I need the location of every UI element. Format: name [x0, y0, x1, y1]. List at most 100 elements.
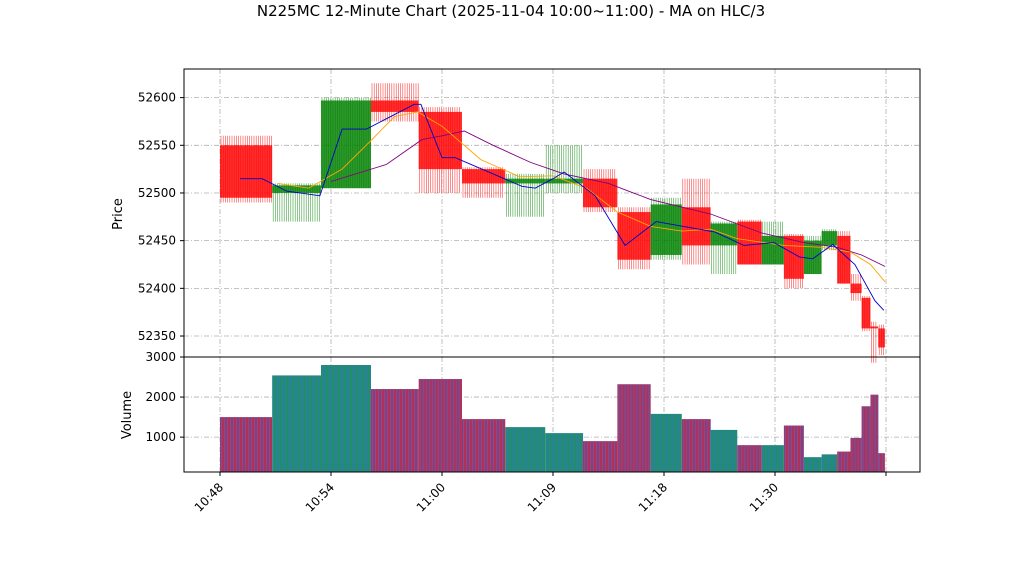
volume-bar [418, 379, 462, 472]
volume-bar [737, 445, 762, 472]
x-tick-label: 10:54 [303, 480, 337, 514]
price-tick-label: 52500 [138, 186, 176, 200]
volume-bar [783, 425, 804, 472]
candle-body [545, 178, 583, 184]
volume-bar [861, 406, 871, 472]
volume-y-ticks: 1000 2000 3000 [145, 350, 184, 444]
volume-bar-fill [737, 445, 762, 472]
candle [681, 178, 711, 265]
candle [837, 231, 851, 284]
volume-bar-stripes [805, 457, 821, 472]
candle-body [850, 283, 862, 294]
volume-bar [272, 375, 322, 472]
volume-bar-fill [418, 379, 462, 472]
volume-bar-stripes [651, 413, 680, 472]
volume-bar-fill [783, 425, 804, 472]
volume-bar-stripes [372, 389, 418, 472]
volume-bar [582, 441, 618, 472]
candle [821, 229, 838, 251]
candle-body [710, 223, 738, 246]
candle-body [461, 169, 506, 184]
volume-tick-label: 2000 [145, 390, 176, 404]
volume-bar-fill [582, 441, 618, 472]
candle-wick [871, 321, 877, 363]
candle-body [321, 100, 371, 189]
volume-bar-fill [505, 427, 546, 472]
volume-bar-fill [321, 365, 371, 472]
volume-bar-stripes [463, 419, 503, 472]
volume-bar [803, 457, 822, 472]
volume-bar [870, 394, 879, 472]
volume-bar-stripes [273, 375, 320, 472]
volume-bar [681, 419, 711, 472]
volume-bar-stripes [419, 379, 460, 472]
candle [870, 321, 879, 363]
candle-body [617, 212, 651, 260]
volume-bar-fill [870, 394, 879, 472]
candle [878, 324, 885, 356]
candle [272, 183, 322, 222]
volume-tick-label: 3000 [145, 350, 176, 364]
candle-body [761, 235, 784, 265]
candle-wick [711, 221, 737, 274]
candle [650, 197, 682, 260]
volume-bar-stripes [838, 451, 849, 472]
volume-bars [220, 365, 885, 472]
volume-bar [370, 389, 419, 472]
candle [321, 97, 371, 189]
candle [505, 173, 546, 217]
candle [803, 235, 822, 275]
x-tick-label: 11:00 [414, 480, 448, 514]
price-tick-label: 52350 [138, 329, 176, 343]
volume-bar-stripes [785, 425, 804, 472]
volume-bar [761, 445, 784, 472]
volume-bar [617, 384, 651, 472]
volume-bar [821, 454, 838, 472]
candle-body [821, 231, 838, 246]
candle [220, 135, 273, 203]
candle-body [650, 204, 682, 255]
volume-bar [837, 451, 851, 472]
candle [850, 274, 862, 301]
price-axis-label: Price [111, 198, 126, 230]
ma-slow-line [330, 130, 886, 267]
price-tick-label: 52450 [138, 234, 176, 248]
candle-body [861, 297, 871, 329]
ma-fast-line [240, 103, 885, 311]
volume-bar [650, 413, 682, 472]
candle [617, 207, 651, 270]
candle-wick [545, 145, 582, 193]
volume-bar [545, 433, 584, 472]
candle [545, 145, 583, 193]
candle-body [837, 235, 851, 284]
price-candles [220, 83, 885, 363]
x-tick-label: 11:30 [747, 480, 781, 514]
volume-bar-stripes [584, 441, 615, 472]
x-tick-label: 11:09 [525, 480, 559, 514]
volume-bar-fill [761, 445, 784, 472]
candle-body [220, 145, 273, 198]
candle [582, 169, 618, 212]
candle-body [681, 207, 711, 246]
volume-bar-stripes [506, 427, 544, 472]
candle [710, 221, 738, 274]
volume-panel-frame [183, 356, 921, 473]
volume-bar-stripes [871, 394, 879, 472]
price-panel-frame [183, 68, 921, 358]
candle [861, 296, 871, 332]
volume-bar [461, 419, 506, 472]
chart-title: N225MC 12-Minute Chart (2025-11-04 10:00… [257, 2, 765, 20]
price-tick-label: 52400 [138, 281, 176, 295]
volume-bar-stripes [221, 417, 270, 472]
candle-body [783, 235, 804, 279]
candle-wick [506, 173, 544, 217]
candle [783, 234, 804, 289]
volume-bar-fill [837, 451, 851, 472]
candle-body [582, 178, 618, 208]
volume-bar-stripes [546, 433, 584, 472]
volume-bar-stripes [322, 365, 371, 472]
candle-body [418, 111, 462, 170]
volume-bar-stripes [711, 429, 737, 472]
volume-bar-stripes [879, 453, 884, 472]
